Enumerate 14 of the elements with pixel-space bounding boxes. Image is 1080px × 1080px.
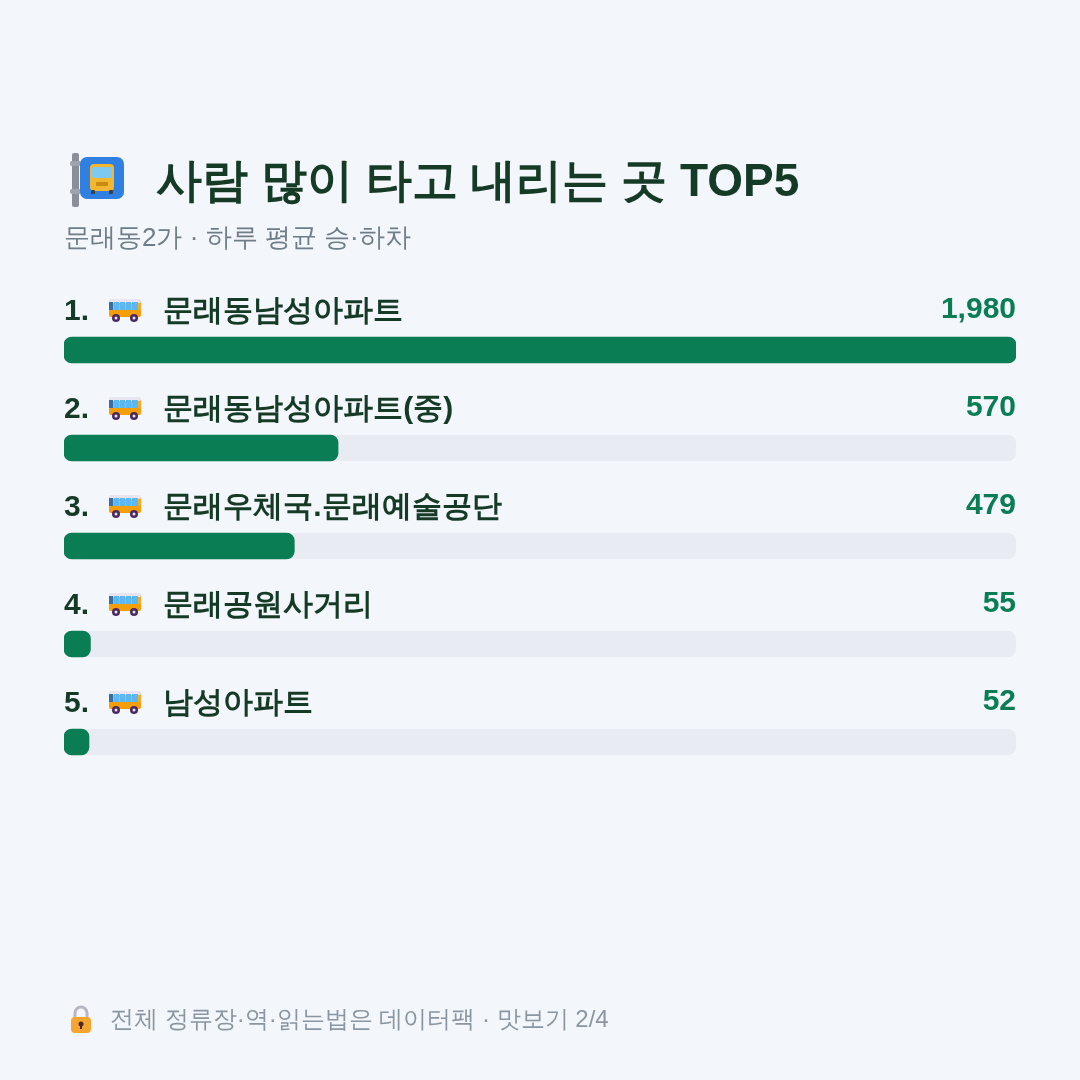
- chart-title: 사람 많이 타고 내리는 곳 TOP5: [156, 153, 800, 208]
- category-label: 1. 문래동남성아파트: [64, 293, 404, 326]
- data-label: 52: [982, 683, 1016, 717]
- text: 전체 정류장·역·읽는법은 데이터팩 · 맛보기 2/4: [110, 1004, 609, 1034]
- category-label: 5. 남성아파트: [64, 685, 314, 718]
- data-label: 55: [982, 585, 1016, 619]
- data-label: 570: [965, 389, 1016, 423]
- data-label: 479: [965, 487, 1016, 521]
- data-label: 1,980: [940, 291, 1016, 325]
- category-label: 4. 문래공원사거리: [64, 587, 374, 620]
- bar: [64, 532, 295, 560]
- category-label: 2. 문래동남성아파트(중): [64, 391, 454, 424]
- category-label: 3. 문래우체국.문래예술공단: [64, 489, 502, 522]
- chart-subtitle: 문래동2가 · 하루 평균 승·하차: [64, 221, 411, 254]
